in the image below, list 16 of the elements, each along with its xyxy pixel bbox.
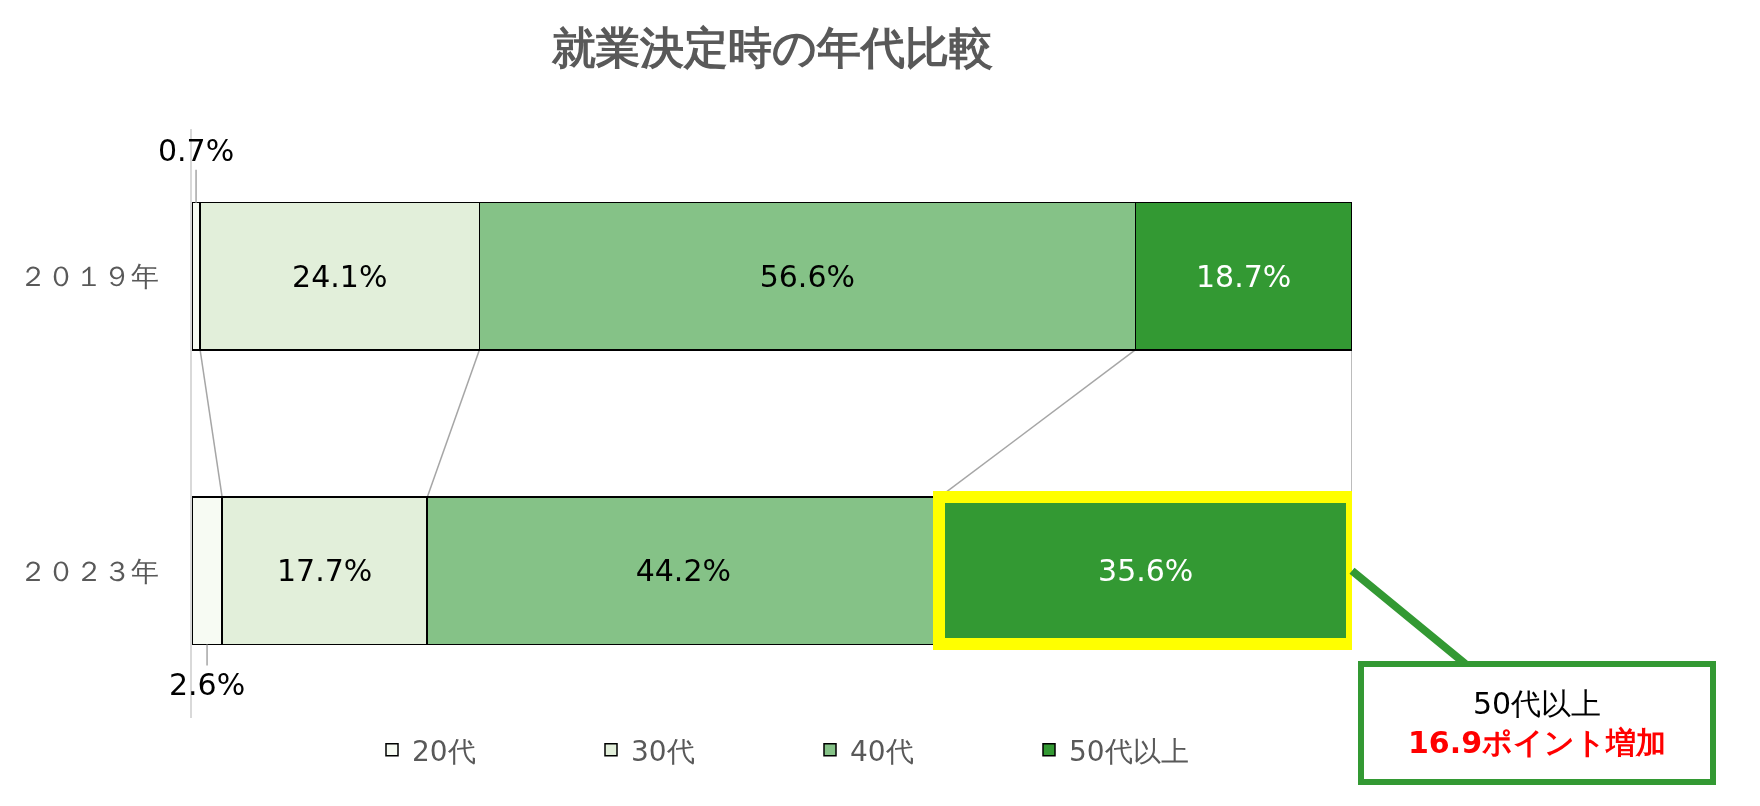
legend-label: 20代 <box>412 734 476 768</box>
legend-label: 30代 <box>631 734 695 768</box>
data-label: 24.1% <box>292 258 388 294</box>
y-tick-label: ２０２３年 <box>18 554 159 588</box>
data-label: 17.7% <box>277 553 373 589</box>
data-label: 18.7% <box>1195 258 1292 294</box>
y-tick-label: ２０１９年 <box>18 260 159 294</box>
chart-title: 就業決定時の年代比較 <box>550 22 993 74</box>
annotation: 50代以上 16.9ポイント増加 <box>1407 686 1667 760</box>
data-label: 44.2% <box>635 553 731 589</box>
data-label: 35.6% <box>1098 553 1194 589</box>
legend-label: 50代以上 <box>1069 734 1189 768</box>
data-label: 2.6% <box>169 667 246 702</box>
data-label: 56.6% <box>759 258 855 294</box>
legend-label: 40代 <box>850 734 914 768</box>
data-label: 0.7% <box>158 133 235 168</box>
